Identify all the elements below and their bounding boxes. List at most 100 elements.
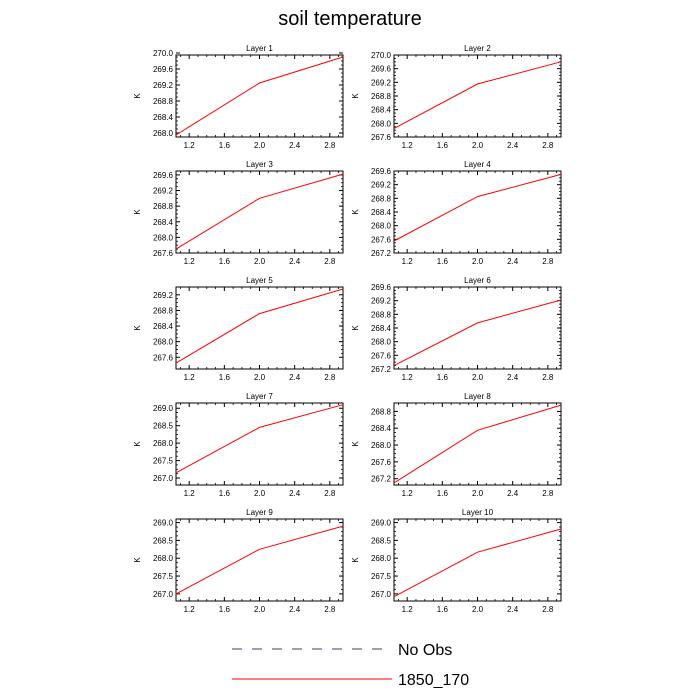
plot-frame [393, 170, 562, 254]
y-tick-label: 269.6 [153, 171, 174, 180]
x-tick-label: 1.6 [219, 489, 231, 498]
x-tick-label: 2.0 [472, 373, 484, 382]
panel-layer-7: Layer 7 267.0 267.5 268.0 268.5 269.0 1.2 1.6 2.… [133, 392, 344, 498]
y-tick-label: 268.5 [371, 536, 392, 545]
x-tick-label: 1.6 [437, 489, 449, 498]
y-tick-label: 268.0 [153, 554, 174, 563]
x-tick-label: 2.4 [289, 605, 301, 614]
legend-label: 1850_170 [398, 672, 469, 689]
y-tick-label: 268.8 [153, 202, 174, 211]
x-tick-label: 2.4 [289, 373, 301, 382]
y-tick-label: 268.8 [371, 407, 392, 416]
y-axis-label: K [351, 209, 360, 215]
x-tick-label: 2.4 [507, 141, 519, 150]
x-tick-label: 2.8 [324, 605, 336, 614]
plot-frame [393, 518, 562, 602]
panel-title: Layer 7 [246, 392, 273, 401]
panel-layer-1: Layer 1 268.0 268.4 268.8 269.2 269.6 270.0 1.2… [133, 44, 344, 150]
x-tick-label: 2.0 [254, 257, 266, 266]
x-tick-label: 2.0 [472, 141, 484, 150]
x-tick-label: 2.8 [542, 141, 554, 150]
series-line [175, 404, 344, 474]
x-tick-label: 1.2 [402, 373, 414, 382]
panel-layer-4: Layer 4 267.2 267.6 268.0 268.4 268.8 269.2 269… [351, 160, 562, 266]
panel-title: Layer 8 [464, 392, 491, 401]
panel-layer-3: Layer 3 267.6 268.0 268.4 268.8 269.2 269.6 1.2… [133, 160, 344, 266]
x-tick-label: 1.2 [402, 257, 414, 266]
x-tick-label: 2.8 [542, 373, 554, 382]
x-tick-label: 1.6 [219, 141, 231, 150]
y-tick-label: 268.0 [153, 439, 174, 448]
plot-frame [175, 286, 344, 370]
x-tick-label: 2.4 [289, 257, 301, 266]
panel-layer-6: Layer 6 267.2 267.6 268.0 268.4 268.8 269.2 269… [351, 276, 562, 382]
y-tick-label: 267.6 [371, 133, 392, 142]
series-line [175, 56, 344, 136]
panel-layer-2: Layer 2 267.6 268.0 268.4 268.8 269.2 269.6 270… [351, 44, 562, 150]
y-axis-label: K [351, 441, 360, 447]
plot-frame [393, 286, 562, 370]
y-tick-label: 269.6 [153, 65, 174, 74]
x-tick-label: 1.2 [402, 489, 414, 498]
y-tick-label: 267.5 [153, 572, 174, 581]
x-tick-label: 1.6 [437, 141, 449, 150]
x-tick-label: 2.0 [254, 373, 266, 382]
y-tick-label: 269.6 [371, 65, 392, 74]
series-line [175, 288, 344, 364]
y-tick-label: 267.5 [371, 572, 392, 581]
plot-frame [175, 518, 344, 602]
x-tick-label: 1.6 [437, 257, 449, 266]
x-tick-label: 2.8 [542, 257, 554, 266]
y-tick-label: 268.4 [371, 106, 392, 115]
panel-title: Layer 4 [464, 160, 491, 169]
panel-title: Layer 3 [246, 160, 273, 169]
plot-frame [393, 54, 562, 138]
x-tick-label: 2.8 [542, 605, 554, 614]
y-tick-label: 268.4 [371, 424, 392, 433]
panel-title: Layer 10 [462, 508, 494, 517]
y-tick-label: 267.0 [153, 590, 174, 599]
y-tick-label: 267.2 [371, 365, 392, 374]
y-tick-label: 269.6 [371, 283, 392, 292]
page-title: soil temperature [278, 8, 422, 30]
panel-layer-5: Layer 5 267.6 268.0 268.4 268.8 269.2 1.2 1.6 2.… [133, 276, 344, 382]
y-tick-label: 267.2 [371, 475, 392, 484]
y-axis-label: K [133, 557, 142, 563]
legend-label: No Obs [398, 642, 452, 659]
y-tick-label: 269.2 [153, 81, 174, 90]
panel-title: Layer 5 [246, 276, 273, 285]
y-tick-label: 267.6 [153, 249, 174, 258]
series-line [175, 173, 344, 250]
x-tick-label: 2.8 [324, 257, 336, 266]
plot-frame [393, 402, 562, 486]
y-axis-label: K [133, 441, 142, 447]
x-tick-label: 1.6 [219, 605, 231, 614]
x-tick-label: 1.6 [219, 257, 231, 266]
x-tick-label: 2.4 [507, 489, 519, 498]
x-tick-label: 2.4 [289, 489, 301, 498]
y-tick-label: 268.5 [153, 422, 174, 431]
x-tick-label: 2.4 [507, 257, 519, 266]
series-line [175, 525, 344, 595]
x-tick-label: 2.0 [472, 489, 484, 498]
y-tick-label: 267.5 [153, 457, 174, 466]
y-tick-label: 268.5 [153, 536, 174, 545]
y-axis-label: K [351, 93, 360, 99]
y-tick-label: 269.0 [371, 519, 392, 528]
x-tick-label: 2.8 [542, 489, 554, 498]
y-tick-label: 269.0 [153, 404, 174, 413]
x-tick-label: 1.2 [402, 141, 414, 150]
y-tick-label: 268.4 [371, 324, 392, 333]
plot-frame [175, 54, 344, 138]
plot-frame [175, 402, 344, 486]
y-tick-label: 267.6 [371, 235, 392, 244]
x-tick-label: 2.0 [472, 605, 484, 614]
y-tick-label: 267.0 [371, 590, 392, 599]
x-tick-label: 2.8 [324, 489, 336, 498]
y-tick-label: 269.2 [153, 187, 174, 196]
y-tick-label: 268.8 [153, 306, 174, 315]
x-tick-label: 2.4 [507, 373, 519, 382]
y-tick-label: 268.4 [153, 113, 174, 122]
x-tick-label: 1.2 [184, 257, 196, 266]
y-tick-label: 268.8 [371, 92, 392, 101]
